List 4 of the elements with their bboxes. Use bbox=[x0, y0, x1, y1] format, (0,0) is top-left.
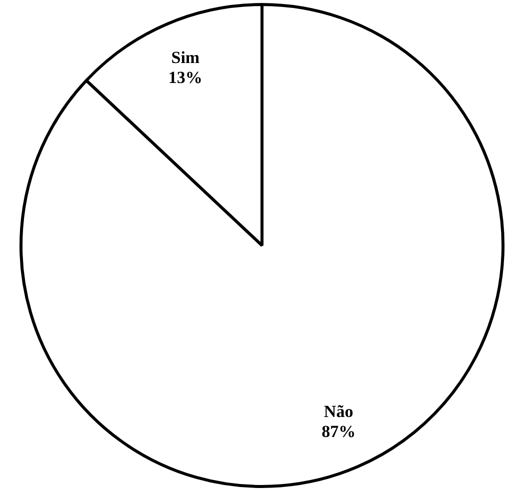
data-label: 13% bbox=[168, 68, 202, 87]
slice-label: Sim bbox=[171, 48, 200, 67]
data-label: 87% bbox=[322, 422, 356, 441]
slice-label: Não bbox=[324, 402, 354, 421]
